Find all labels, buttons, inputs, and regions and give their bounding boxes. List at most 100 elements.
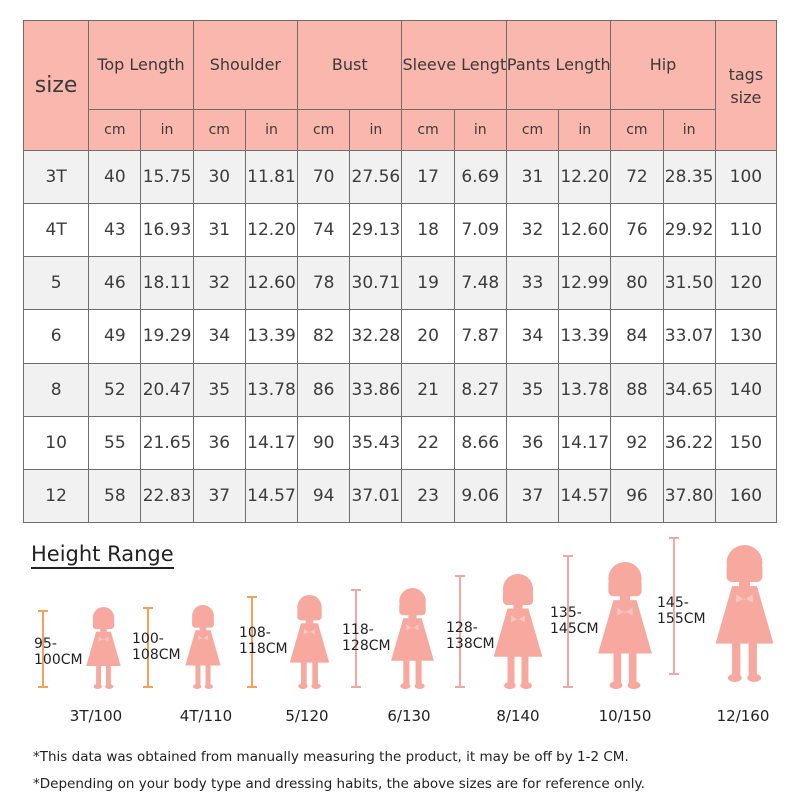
table-cell: 13.39	[558, 309, 612, 364]
table-cell: 34.65	[662, 362, 716, 417]
table-cell: 72	[610, 149, 664, 205]
header-row: size Top Length Shoulder Bust Sleeve Len…	[22, 20, 778, 151]
column-header: Shoulder	[192, 20, 299, 110]
size-cell: 5	[22, 256, 90, 311]
column-header: Pants Length	[505, 20, 612, 110]
table-cell: 12.20	[558, 149, 612, 205]
table-cell: 30	[192, 149, 246, 205]
height-range-label: 95- 100CM	[34, 636, 83, 668]
table-cell: 12.60	[244, 256, 299, 311]
child-silhouette-icon	[489, 574, 547, 689]
table-cell: 36.22	[662, 415, 716, 470]
table-cell: 36	[192, 415, 246, 470]
note-reference: *Depending on your body type and dressin…	[33, 776, 645, 792]
column-header: Hip	[610, 20, 716, 110]
range-start: 135-	[550, 605, 582, 621]
table-cell: 37.01	[349, 468, 403, 524]
table-cell: 13.78	[244, 362, 299, 417]
child-silhouette-icon	[286, 595, 333, 689]
height-range-title: Height Range	[31, 542, 174, 569]
height-ruler	[143, 607, 153, 688]
column-header: Bust	[297, 20, 403, 110]
table-cell: 17	[401, 149, 455, 205]
table-cell: 70	[297, 149, 351, 205]
child-silhouette-icon	[387, 588, 438, 689]
table-cell: 88	[610, 362, 664, 417]
table-cell: 36	[505, 415, 560, 470]
range-start: 128-	[446, 620, 478, 636]
height-ruler	[455, 575, 465, 688]
table-cell: 37	[505, 468, 560, 524]
tags-size-header: tags size	[714, 20, 778, 151]
table-row: 3T 40 15.75 30 11.81 70 27.56 17 6.69 31 12.20 72 28…	[22, 149, 778, 205]
table-cell: 7.48	[453, 256, 507, 311]
table-cell: 22.83	[140, 468, 194, 524]
tags-size-cell: 100	[714, 149, 778, 205]
height-size-label: 6/130	[387, 707, 431, 725]
unit-header: cm	[505, 109, 560, 151]
table-row: 4T 43 16.93 31 12.20 74 29.13 18 7.09 32 12.60 76 29…	[22, 203, 778, 258]
range-end: 145CM	[550, 621, 599, 637]
table-cell: 30.71	[349, 256, 403, 311]
table-cell: 14.17	[558, 415, 612, 470]
range-end: 108CM	[132, 647, 181, 663]
table-cell: 8.27	[453, 362, 507, 417]
table-cell: 35	[192, 362, 246, 417]
unit-header: cm	[297, 109, 351, 151]
table-cell: 13.39	[244, 309, 299, 364]
table-cell: 14.57	[558, 468, 612, 524]
table-cell: 52	[88, 362, 142, 417]
size-cell: 8	[22, 362, 90, 417]
table-cell: 32	[192, 256, 246, 311]
size-cell: 6	[22, 309, 90, 364]
column-header: Sleeve Length	[401, 20, 507, 110]
table-cell: 19.29	[140, 309, 194, 364]
table-cell: 90	[297, 415, 351, 470]
table-cell: 16.93	[140, 203, 194, 258]
height-ruler	[38, 610, 48, 688]
unit-header: cm	[401, 109, 455, 151]
table-cell: 15.75	[140, 149, 194, 205]
size-chart-table: size Top Length Shoulder Bust Sleeve Len…	[22, 20, 778, 524]
range-start: 145-	[657, 595, 689, 611]
height-size-label: 3T/100	[69, 707, 123, 725]
table-cell: 22	[401, 415, 455, 470]
table-cell: 32.28	[349, 309, 403, 364]
table-cell: 40	[88, 149, 142, 205]
table-cell: 8.66	[453, 415, 507, 470]
height-range-label: 128- 138CM	[446, 620, 495, 652]
table-cell: 58	[88, 468, 142, 524]
height-ruler	[563, 555, 573, 688]
unit-header: in	[453, 109, 507, 151]
table-cell: 23	[401, 468, 455, 524]
table-cell: 18	[401, 203, 455, 258]
size-cell: 3T	[22, 149, 90, 205]
tags-size-cell: 160	[714, 468, 778, 524]
table-cell: 7.09	[453, 203, 507, 258]
table-cell: 21	[401, 362, 455, 417]
tags-size-cell: 120	[714, 256, 778, 311]
tags-size-cell: 110	[714, 203, 778, 258]
table-cell: 96	[610, 468, 664, 524]
size-cell: 12	[22, 468, 90, 524]
height-range-label: 135- 145CM	[550, 605, 599, 637]
table-cell: 46	[88, 256, 142, 311]
table-cell: 12.60	[558, 203, 612, 258]
table-cell: 7.87	[453, 309, 507, 364]
table-cell: 29.92	[662, 203, 716, 258]
table-row: 8 52 20.47 35 13.78 86 33.86 21 8.27 35 13.78 88 34.…	[22, 362, 778, 417]
table-cell: 11.81	[244, 149, 299, 205]
table-cell: 29.13	[349, 203, 403, 258]
table-cell: 9.06	[453, 468, 507, 524]
unit-header: in	[662, 109, 716, 151]
height-range-label: 145- 155CM	[657, 595, 706, 627]
table-cell: 21.65	[140, 415, 194, 470]
unit-header: cm	[610, 109, 664, 151]
range-end: 138CM	[446, 636, 495, 652]
table-cell: 14.57	[244, 468, 299, 524]
table-cell: 33.07	[662, 309, 716, 364]
table-cell: 13.78	[558, 362, 612, 417]
table-cell: 31	[505, 149, 560, 205]
table-cell: 84	[610, 309, 664, 364]
child-silhouette-icon	[710, 545, 779, 682]
